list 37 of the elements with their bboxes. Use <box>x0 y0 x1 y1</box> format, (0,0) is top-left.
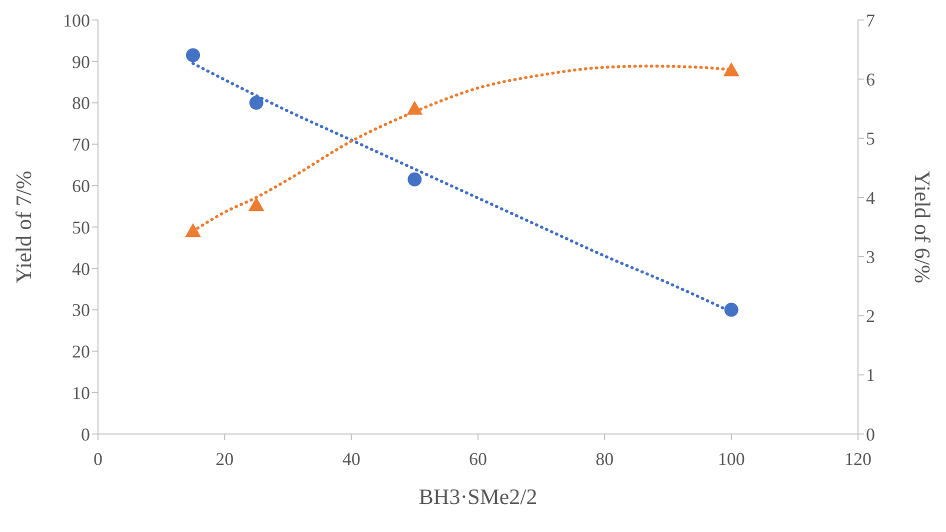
point <box>186 48 200 62</box>
point <box>408 172 422 186</box>
y-tick-label: 100 <box>63 10 90 30</box>
point <box>724 302 738 317</box>
point <box>406 100 423 115</box>
y2-tick-label: 5 <box>866 128 875 149</box>
y2-tick-label: 1 <box>866 365 875 386</box>
x-tick-label: 60 <box>469 448 487 469</box>
point <box>248 197 264 212</box>
point <box>723 62 740 76</box>
point <box>249 96 264 110</box>
y2-tick-label: 0 <box>866 424 875 444</box>
x-tick-label: 80 <box>596 448 614 469</box>
x-tick-label: 120 <box>844 448 872 469</box>
y2-tick-label: 2 <box>866 306 875 326</box>
y-tick-label: 30 <box>72 300 90 320</box>
y-tick-label: 80 <box>72 93 90 114</box>
y-tick-label: 90 <box>72 52 90 72</box>
y-tick-label: 60 <box>72 176 90 196</box>
y-axis-title: Yield of 7/% <box>10 170 36 284</box>
y-tick-label: 70 <box>72 134 90 155</box>
x-tick-label: 0 <box>94 448 102 469</box>
x-tick-label: 40 <box>342 448 360 469</box>
y2-tick-label: 3 <box>866 246 875 267</box>
x-tick-label: 20 <box>216 448 234 469</box>
y2-tick-label: 7 <box>866 10 875 30</box>
y-tick-label: 0 <box>81 424 90 444</box>
y-tick-label: 10 <box>72 382 90 403</box>
x-tick-label: 100 <box>718 448 745 469</box>
y-tick-label: 50 <box>72 217 90 238</box>
point <box>185 223 201 238</box>
y2-tick-label: 6 <box>866 70 875 90</box>
x-axis-title: BH3·SMe2/2 <box>418 484 538 509</box>
y-tick-label: 40 <box>72 258 90 279</box>
y2-tick-label: 4 <box>866 188 875 208</box>
y-tick-label: 20 <box>72 342 90 362</box>
y2-axis-title: Yield of 6/% <box>910 170 936 284</box>
